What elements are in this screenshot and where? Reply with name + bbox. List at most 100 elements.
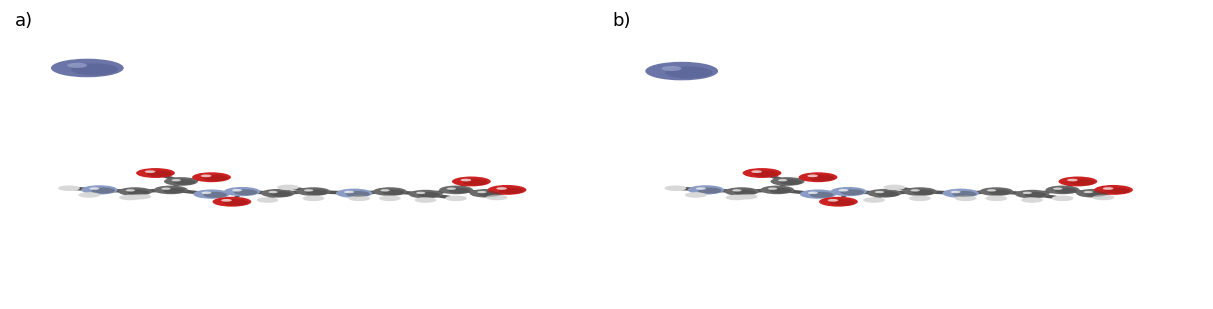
- Ellipse shape: [446, 188, 456, 190]
- Ellipse shape: [809, 175, 835, 181]
- Ellipse shape: [838, 189, 849, 192]
- Ellipse shape: [987, 189, 996, 192]
- Ellipse shape: [67, 63, 87, 68]
- Circle shape: [909, 196, 930, 201]
- Circle shape: [296, 187, 330, 196]
- Ellipse shape: [268, 191, 278, 193]
- Circle shape: [979, 187, 1013, 196]
- Circle shape: [348, 196, 370, 201]
- Circle shape: [1093, 195, 1115, 200]
- Text: a): a): [15, 12, 33, 30]
- Circle shape: [378, 196, 400, 201]
- Circle shape: [118, 187, 152, 196]
- Circle shape: [51, 59, 124, 77]
- Circle shape: [212, 197, 251, 207]
- Ellipse shape: [127, 189, 149, 195]
- Ellipse shape: [462, 179, 488, 185]
- Circle shape: [943, 188, 979, 198]
- Circle shape: [688, 185, 724, 195]
- Circle shape: [819, 197, 858, 207]
- Ellipse shape: [173, 179, 195, 185]
- Ellipse shape: [1069, 179, 1094, 185]
- Circle shape: [119, 195, 141, 200]
- Ellipse shape: [778, 179, 787, 181]
- Circle shape: [1094, 185, 1133, 195]
- Ellipse shape: [753, 171, 779, 177]
- Ellipse shape: [161, 188, 171, 190]
- Circle shape: [439, 186, 473, 194]
- Circle shape: [452, 176, 491, 186]
- Circle shape: [770, 177, 804, 186]
- Circle shape: [224, 187, 261, 196]
- Ellipse shape: [1055, 188, 1077, 193]
- Circle shape: [1076, 189, 1110, 197]
- Ellipse shape: [1053, 188, 1063, 190]
- Ellipse shape: [144, 170, 155, 173]
- Ellipse shape: [201, 175, 211, 177]
- Ellipse shape: [1086, 191, 1107, 197]
- Circle shape: [486, 195, 508, 200]
- Circle shape: [261, 189, 295, 197]
- Circle shape: [742, 168, 781, 178]
- Ellipse shape: [147, 171, 172, 177]
- Ellipse shape: [768, 188, 778, 190]
- Ellipse shape: [1023, 192, 1032, 194]
- Circle shape: [488, 185, 526, 195]
- Circle shape: [736, 194, 758, 199]
- Circle shape: [164, 177, 198, 186]
- Circle shape: [685, 192, 707, 198]
- Circle shape: [81, 185, 118, 195]
- Ellipse shape: [808, 192, 818, 194]
- Ellipse shape: [734, 189, 756, 195]
- Circle shape: [985, 196, 1007, 201]
- Ellipse shape: [841, 189, 864, 195]
- Ellipse shape: [270, 191, 292, 197]
- Ellipse shape: [1024, 192, 1047, 197]
- Ellipse shape: [449, 188, 471, 193]
- Circle shape: [831, 187, 867, 196]
- Ellipse shape: [989, 189, 1010, 195]
- Circle shape: [58, 185, 80, 191]
- Circle shape: [955, 196, 976, 201]
- Ellipse shape: [381, 189, 389, 192]
- Ellipse shape: [1083, 191, 1093, 193]
- Ellipse shape: [696, 187, 706, 190]
- Ellipse shape: [203, 175, 228, 181]
- Ellipse shape: [221, 199, 232, 202]
- Ellipse shape: [1103, 187, 1114, 190]
- Ellipse shape: [201, 192, 211, 194]
- Ellipse shape: [770, 188, 792, 193]
- Circle shape: [302, 196, 324, 201]
- Ellipse shape: [1105, 188, 1131, 194]
- Ellipse shape: [477, 191, 486, 193]
- Circle shape: [665, 185, 687, 191]
- Circle shape: [277, 184, 298, 190]
- Ellipse shape: [911, 189, 919, 192]
- Ellipse shape: [416, 192, 426, 194]
- Ellipse shape: [697, 188, 722, 194]
- Circle shape: [883, 184, 905, 190]
- Circle shape: [130, 194, 152, 199]
- Circle shape: [798, 172, 837, 182]
- Ellipse shape: [830, 199, 855, 206]
- Circle shape: [415, 197, 437, 203]
- Circle shape: [409, 190, 443, 198]
- Circle shape: [79, 192, 101, 198]
- Ellipse shape: [344, 191, 354, 193]
- Circle shape: [445, 196, 467, 201]
- Ellipse shape: [733, 189, 741, 192]
- Circle shape: [902, 187, 936, 196]
- Circle shape: [864, 197, 885, 203]
- Ellipse shape: [163, 188, 186, 193]
- Ellipse shape: [827, 199, 838, 202]
- Circle shape: [136, 168, 175, 178]
- Ellipse shape: [346, 191, 370, 197]
- Ellipse shape: [479, 191, 501, 197]
- Ellipse shape: [171, 179, 181, 181]
- Ellipse shape: [234, 189, 257, 195]
- Text: b): b): [613, 12, 631, 30]
- Ellipse shape: [91, 188, 115, 194]
- Circle shape: [724, 187, 758, 196]
- Ellipse shape: [952, 191, 976, 197]
- Ellipse shape: [780, 179, 802, 185]
